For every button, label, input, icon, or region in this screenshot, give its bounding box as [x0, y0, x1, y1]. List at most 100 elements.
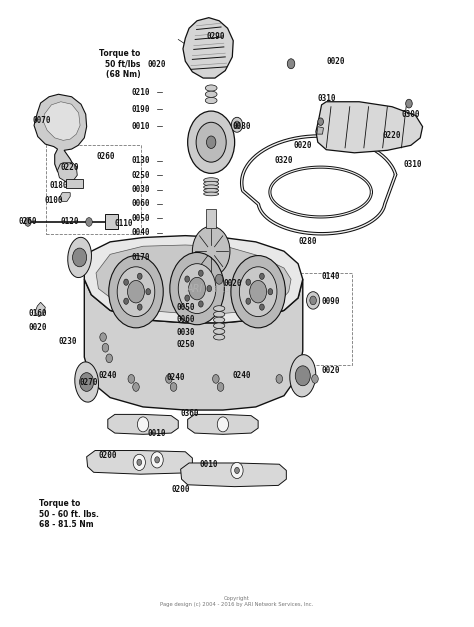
Circle shape	[151, 452, 163, 468]
Text: 0360: 0360	[181, 409, 199, 418]
Circle shape	[185, 295, 190, 301]
Circle shape	[73, 248, 87, 266]
Text: 0220: 0220	[383, 132, 401, 140]
Circle shape	[25, 218, 31, 226]
Text: 0260: 0260	[18, 218, 37, 226]
Circle shape	[137, 459, 142, 465]
Text: Torque to
50 ft/lbs
(68 Nm): Torque to 50 ft/lbs (68 Nm)	[100, 50, 141, 79]
Circle shape	[231, 256, 285, 328]
Circle shape	[133, 382, 139, 391]
Text: 0020: 0020	[223, 279, 242, 288]
Circle shape	[128, 374, 135, 383]
Text: Copyright
Page design (c) 2004 - 2016 by ARI Network Services, Inc.: Copyright Page design (c) 2004 - 2016 by…	[160, 596, 314, 607]
Text: 0260: 0260	[96, 152, 115, 161]
Ellipse shape	[68, 238, 91, 278]
Circle shape	[312, 374, 318, 383]
Polygon shape	[84, 279, 303, 410]
Polygon shape	[96, 245, 291, 314]
Circle shape	[199, 301, 203, 307]
Circle shape	[318, 118, 323, 125]
Text: 0250: 0250	[131, 171, 150, 180]
Ellipse shape	[205, 85, 217, 91]
Circle shape	[268, 288, 273, 295]
Circle shape	[234, 121, 240, 129]
Circle shape	[307, 292, 319, 309]
Polygon shape	[108, 414, 178, 435]
Polygon shape	[183, 18, 233, 78]
Ellipse shape	[290, 355, 316, 397]
Text: 0170: 0170	[131, 253, 150, 262]
Text: 0060: 0060	[131, 199, 150, 208]
Circle shape	[137, 417, 149, 432]
Bar	[46, 145, 141, 234]
Circle shape	[196, 122, 226, 162]
Bar	[104, 214, 118, 229]
Circle shape	[102, 344, 109, 352]
Circle shape	[185, 276, 190, 282]
Text: 0020: 0020	[322, 366, 340, 376]
Circle shape	[189, 277, 206, 300]
Circle shape	[137, 304, 142, 310]
Polygon shape	[181, 463, 286, 487]
Circle shape	[170, 253, 224, 325]
Circle shape	[133, 454, 146, 470]
Text: 0280: 0280	[298, 238, 317, 246]
Text: 0020: 0020	[148, 60, 166, 69]
Bar	[65, 179, 83, 187]
Text: 0240: 0240	[99, 371, 117, 381]
Circle shape	[188, 111, 235, 173]
Text: 0310: 0310	[404, 159, 422, 169]
Circle shape	[246, 279, 251, 285]
Circle shape	[310, 296, 317, 305]
Circle shape	[192, 226, 230, 276]
Polygon shape	[59, 192, 70, 201]
Text: 0100: 0100	[45, 196, 63, 204]
Ellipse shape	[213, 323, 225, 329]
Circle shape	[246, 298, 251, 304]
Polygon shape	[316, 102, 423, 153]
Ellipse shape	[204, 181, 219, 186]
Text: 0240: 0240	[232, 371, 251, 381]
Circle shape	[207, 285, 211, 292]
Circle shape	[86, 218, 92, 226]
Text: 0300: 0300	[401, 110, 420, 119]
Polygon shape	[87, 451, 192, 474]
Text: 0010: 0010	[131, 122, 150, 130]
Circle shape	[287, 59, 295, 69]
Circle shape	[250, 280, 266, 303]
Text: 0020: 0020	[293, 141, 312, 150]
Text: 0220: 0220	[61, 162, 80, 172]
Text: 0110: 0110	[115, 219, 134, 228]
Polygon shape	[57, 163, 77, 181]
Circle shape	[100, 333, 106, 342]
Circle shape	[260, 304, 264, 310]
Circle shape	[295, 366, 310, 386]
Text: 0020: 0020	[327, 57, 345, 66]
Circle shape	[215, 274, 223, 284]
Circle shape	[165, 374, 172, 383]
Polygon shape	[188, 414, 258, 435]
Text: ARI Parts™: ARI Parts™	[186, 283, 240, 293]
Text: 0080: 0080	[232, 122, 251, 131]
Polygon shape	[35, 302, 46, 317]
Text: 0120: 0120	[61, 218, 80, 226]
Text: 0030: 0030	[176, 328, 194, 337]
Text: 0130: 0130	[131, 156, 150, 166]
Text: 0180: 0180	[49, 181, 68, 191]
Ellipse shape	[204, 192, 219, 196]
Circle shape	[128, 280, 145, 303]
Circle shape	[137, 273, 142, 280]
Bar	[207, 209, 216, 228]
Polygon shape	[34, 94, 87, 175]
Text: 0160: 0160	[28, 309, 46, 318]
Circle shape	[117, 266, 155, 317]
Text: 0230: 0230	[59, 337, 77, 346]
Text: 0310: 0310	[317, 94, 336, 103]
Circle shape	[155, 456, 159, 463]
Text: 0060: 0060	[176, 315, 194, 324]
Ellipse shape	[213, 329, 225, 334]
Text: 0090: 0090	[322, 297, 340, 305]
Text: 0270: 0270	[80, 377, 98, 386]
Ellipse shape	[75, 362, 99, 402]
Circle shape	[212, 374, 219, 383]
